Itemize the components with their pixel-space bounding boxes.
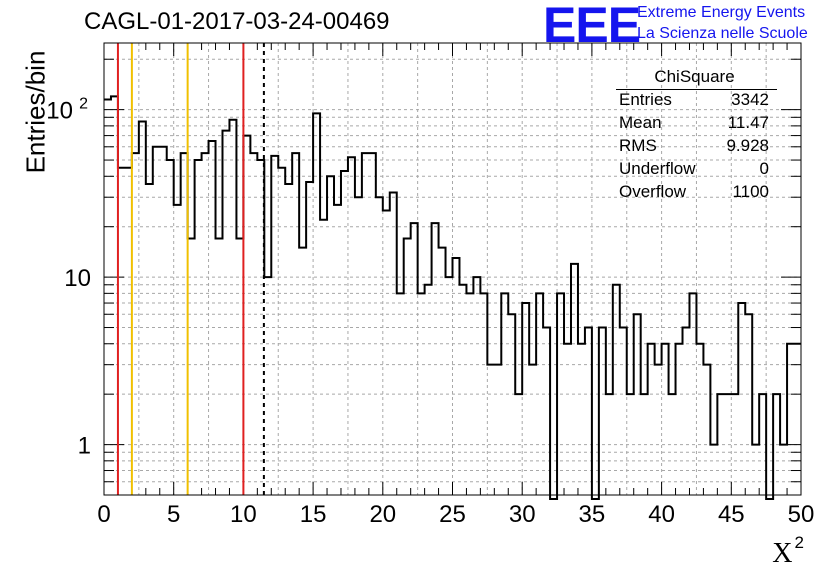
x-tick-label: 10 bbox=[230, 501, 257, 528]
stats-divider bbox=[616, 89, 777, 90]
x-tick-label: 5 bbox=[167, 501, 180, 528]
stats-label: RMS bbox=[619, 136, 657, 155]
x-tick-label: 50 bbox=[788, 501, 815, 528]
stats-title: ChiSquare bbox=[654, 67, 735, 86]
y-tick-label: 10 bbox=[46, 98, 73, 125]
x-tick-label: 15 bbox=[300, 501, 327, 528]
stats-box: ChiSquare Entries 3342 Mean 11.47 RMS 9.928… bbox=[612, 66, 777, 203]
x-tick-label: 35 bbox=[579, 501, 606, 528]
histogram-outline bbox=[104, 95, 801, 500]
x-tick-label: 30 bbox=[509, 501, 536, 528]
stats-value: 3342 bbox=[731, 90, 769, 109]
plot-frame bbox=[103, 42, 802, 496]
stats-row-mean: Mean 11.47 bbox=[612, 111, 777, 134]
x-tick-label: 25 bbox=[439, 501, 466, 528]
y-tick-label: 10 bbox=[64, 265, 91, 292]
stats-value: 0 bbox=[759, 159, 769, 178]
stats-row-rms: RMS 9.928 bbox=[612, 134, 777, 157]
y-tick-label-exponent: 2 bbox=[79, 96, 88, 113]
x-tick-label: 40 bbox=[648, 501, 675, 528]
stats-value: 1100 bbox=[732, 182, 769, 201]
eee-logo-line2: La Scienza nelle Scuole bbox=[637, 25, 808, 42]
y-tick-label: 1 bbox=[78, 433, 91, 460]
stats-label: Entries bbox=[619, 90, 672, 109]
stats-label: Overflow bbox=[619, 182, 687, 201]
stats-value: 11.47 bbox=[727, 113, 769, 132]
eee-logo-line1: Extreme Energy Events bbox=[637, 4, 806, 21]
chart-title: CAGL-01-2017-03-24-00469 bbox=[84, 8, 390, 35]
stats-row-underflow: Underflow 0 bbox=[612, 157, 777, 180]
stats-label: Mean bbox=[619, 113, 662, 132]
stats-row-overflow: Overflow 1100 bbox=[612, 180, 777, 203]
x-tick-label: 45 bbox=[718, 501, 745, 528]
x-tick-label: 20 bbox=[369, 501, 396, 528]
x-axis-label-sup: 2 bbox=[794, 533, 804, 552]
x-axis-label-base: X bbox=[772, 538, 793, 569]
stats-row-entries: Entries 3342 bbox=[612, 88, 777, 111]
x-tick-label: 0 bbox=[97, 501, 110, 528]
stats-value: 9.928 bbox=[726, 136, 769, 155]
stats-label: Underflow bbox=[619, 159, 696, 178]
